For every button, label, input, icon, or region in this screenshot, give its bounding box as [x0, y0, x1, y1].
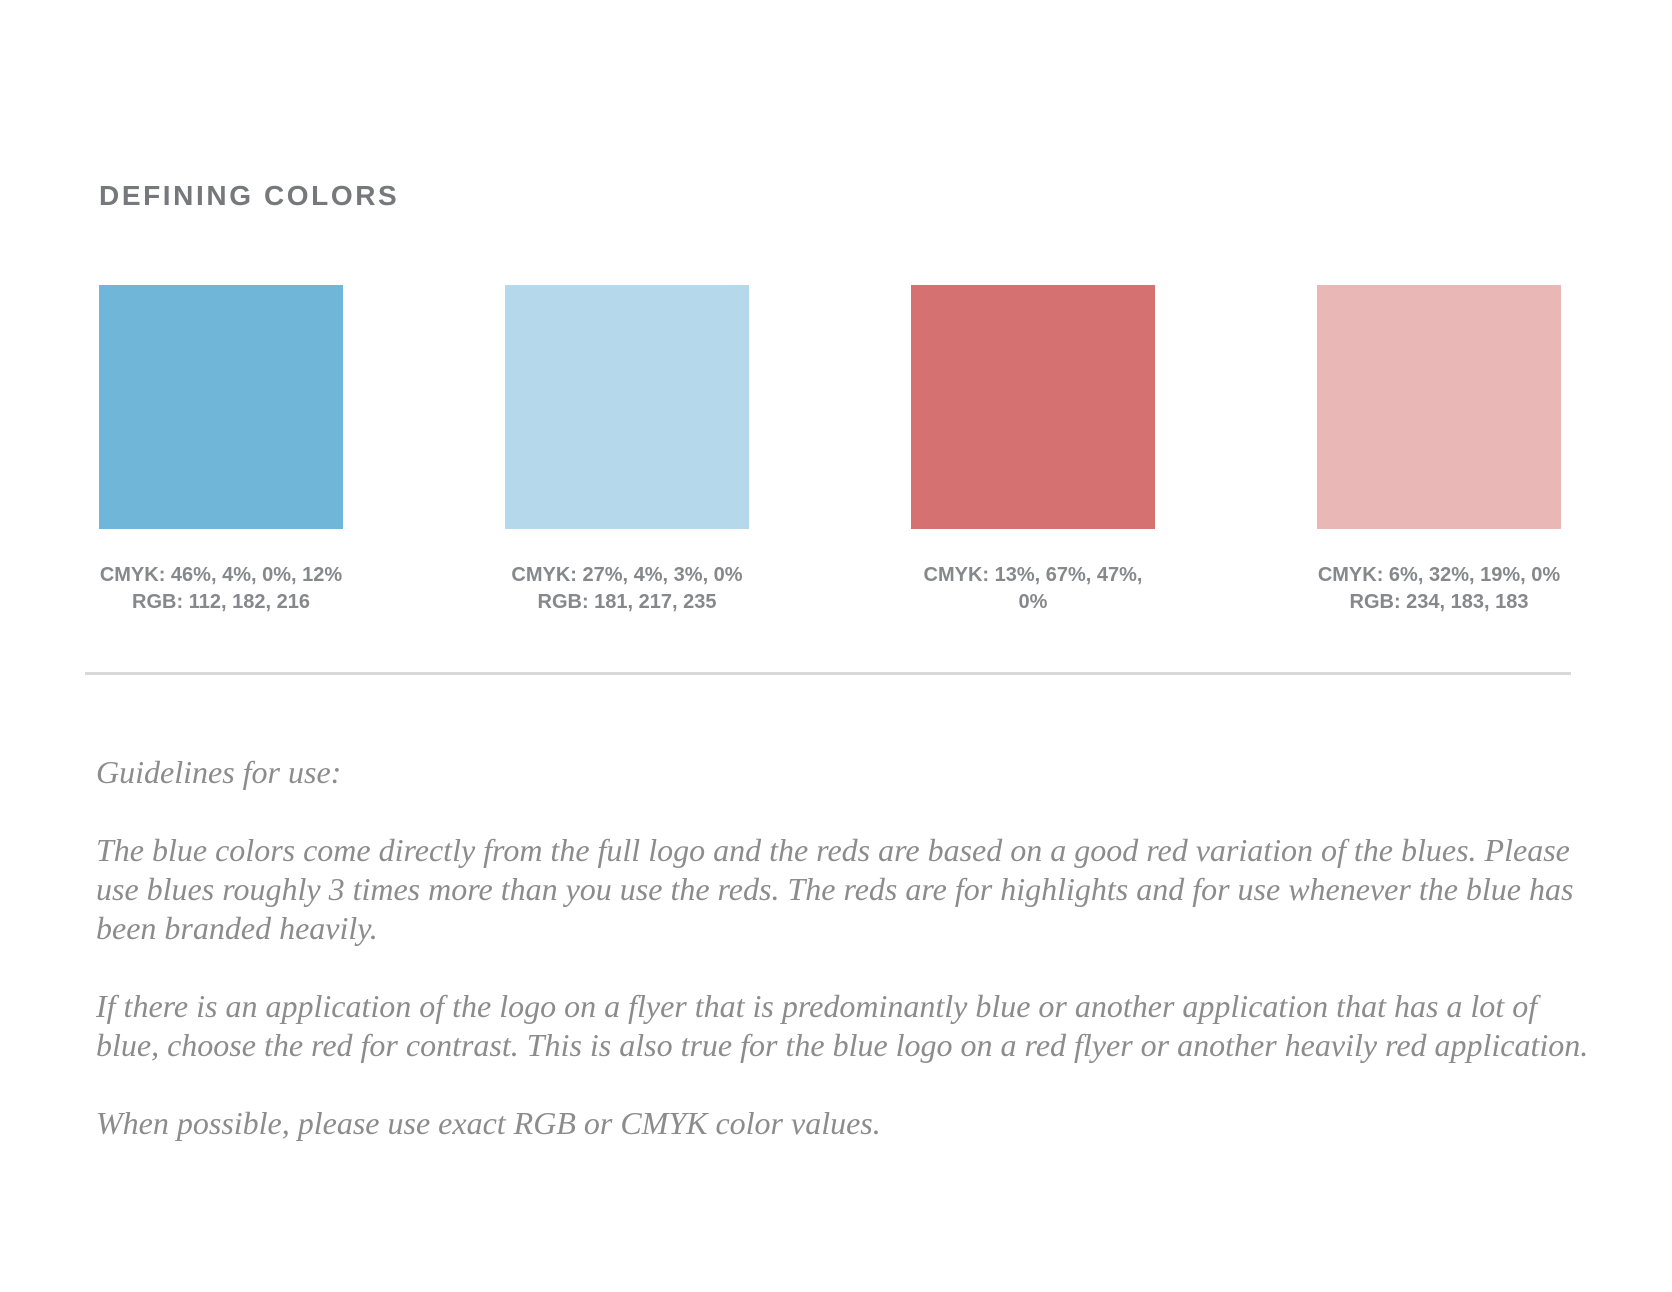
swatch-cmyk-value-continued: 0% — [1018, 591, 1048, 613]
swatch-cmyk-value: CMYK: 6%, 32%, 19%, 0% — [1317, 564, 1561, 586]
page-heading: DEFINING COLORS — [99, 180, 400, 211]
swatch-cmyk-value: CMYK: 27%, 4%, 3%, 0% — [511, 564, 743, 586]
guidelines-paragraph: When possible, please use exact RGB or C… — [96, 1105, 881, 1141]
swatch-label-light-red: CMYK: 6%, 32%, 19%, 0% RGB: 234, 183, 18… — [1289, 562, 1589, 616]
swatch-rgb-value: RGB: 112, 182, 216 — [132, 591, 310, 613]
swatch-cmyk-value: CMYK: 13%, 67%, 47%, — [923, 564, 1143, 586]
swatch-cmyk-value: CMYK: 46%, 4%, 0%, 12% — [99, 564, 343, 586]
section-divider — [85, 672, 1571, 675]
swatch-label-blue: CMYK: 46%, 4%, 0%, 12% RGB: 112, 182, 21… — [71, 562, 371, 616]
guidelines-paragraph: If there is an application of the logo o… — [96, 988, 1589, 1063]
guidelines-section: Guidelines for use: The blue colors come… — [96, 753, 1596, 1182]
swatch-label-red: CMYK: 13%, 67%, 47%, 0% — [883, 562, 1183, 616]
swatch-rgb-value: RGB: 234, 183, 183 — [1349, 591, 1529, 613]
guidelines-title: Guidelines for use: — [96, 754, 342, 790]
color-swatch-light-blue — [505, 285, 749, 529]
color-swatch-red — [911, 285, 1155, 529]
color-swatch-light-red — [1317, 285, 1561, 529]
swatch-label-light-blue: CMYK: 27%, 4%, 3%, 0% RGB: 181, 217, 235 — [477, 562, 777, 616]
swatch-rgb-value: RGB: 181, 217, 235 — [537, 591, 717, 613]
color-swatch-blue — [99, 285, 343, 529]
guidelines-paragraph: The blue colors come directly from the f… — [96, 832, 1574, 946]
